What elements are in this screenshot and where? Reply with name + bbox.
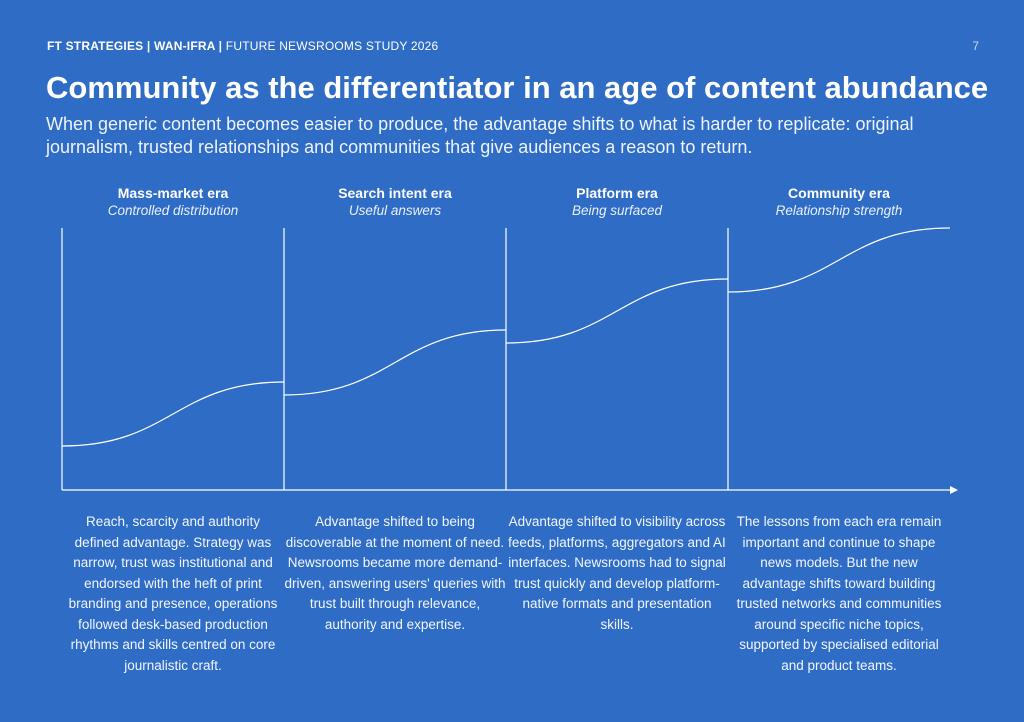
x-axis-arrow-icon [950, 486, 958, 494]
era-description-search-intent: Advantage shifted to being discoverable … [284, 514, 506, 632]
era-tagline: Controlled distribution [107, 203, 239, 218]
era-heading-platform: Platform era Being surfaced [506, 184, 728, 220]
page-subtitle: When generic content becomes easier to p… [46, 114, 914, 157]
search-intent-curve [283, 329, 507, 396]
era-tagline: Useful answers [348, 203, 442, 218]
era-description-mass-market: Reach, scarcity and authority defined ad… [68, 514, 278, 673]
mass-market-curve [61, 381, 285, 447]
report-header: FT STRATEGIES | WAN-IFRA | FUTURE NEWSRO… [47, 39, 438, 53]
era-tagline: Relationship strength [775, 203, 903, 218]
era-name: Search intent era [338, 185, 452, 201]
era-heading-search-intent: Search intent era Useful answers [284, 184, 506, 220]
era-description-community: The lessons from each era remain importa… [736, 514, 942, 673]
era-name: Mass-market era [117, 185, 229, 201]
era-tagline: Being surfaced [571, 203, 663, 218]
era-name: Community era [788, 185, 890, 201]
header-brand: FT STRATEGIES | WAN-IFRA | [47, 39, 223, 53]
era-name: Platform era [576, 185, 658, 201]
era-heading-community: Community era Relationship strength [728, 184, 950, 220]
era-heading-mass-market: Mass-market era Controlled distribution [62, 184, 284, 220]
platform-curve [505, 278, 729, 344]
page-title: Community as the differentiator in an ag… [46, 70, 989, 105]
era-description-platform: Advantage shifted to visibility across f… [508, 514, 726, 632]
community-curve [727, 227, 951, 293]
header-study: FUTURE NEWSROOMS STUDY 2026 [225, 39, 439, 53]
page-number: 7 [972, 39, 979, 53]
